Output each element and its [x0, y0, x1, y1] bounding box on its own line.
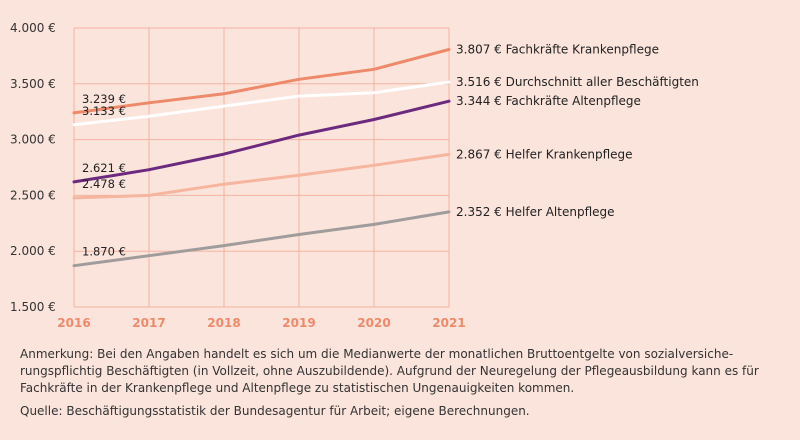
series-end-label: 2.867 € Helfer Krankenpflege: [456, 147, 633, 161]
x-tick-label: 2019: [282, 316, 315, 330]
series-start-label: 1.870 €: [82, 245, 126, 259]
source-text: Quelle: Beschäftigungsstatistik der Bund…: [20, 404, 530, 418]
series-line: [72, 48, 451, 115]
series-start-label: 2.478 €: [82, 177, 126, 191]
series-line: [72, 99, 451, 184]
series-end-label: 3.807 € Fachkräfte Krankenpflege: [456, 43, 659, 57]
series-start-label: 2.621 €: [82, 161, 126, 175]
x-tick-label: 2018: [207, 316, 240, 330]
chart-grid: [73, 27, 450, 308]
series-lines: [72, 48, 451, 268]
y-axis: 1.500 € 2.000 € 2.500 € 3.000 € 3.500 € 4.000…: [10, 21, 56, 314]
x-tick-label: 2016: [57, 316, 90, 330]
series-labels: 3.239 € 3.807 € Fachkräfte Krankenpflege 3…: [82, 43, 699, 259]
series-line: [72, 80, 451, 127]
x-tick-label: 2020: [357, 316, 390, 330]
series-line: [72, 152, 451, 200]
series-end-label: 3.344 € Fachkräfte Altenpflege: [456, 94, 641, 108]
series-start-label: 3.239 €: [82, 92, 126, 106]
x-tick-label: 2017: [132, 316, 165, 330]
annotation-text: Anmerkung: Bei den Angaben handelt es si…: [20, 347, 759, 395]
chart-notes: Anmerkung: Bei den Angaben handelt es si…: [20, 346, 780, 420]
y-tick-label: 3.500 €: [10, 77, 56, 91]
x-axis: 2016 2017 2018 2019 2020 2021: [57, 316, 465, 330]
x-tick-label: 2021: [432, 316, 465, 330]
series-end-label: 3.516 € Durchschnitt aller Beschäftigten: [456, 75, 699, 89]
y-tick-label: 2.000 €: [10, 244, 56, 258]
y-tick-label: 3.000 €: [10, 133, 56, 147]
series-line: [72, 210, 451, 268]
y-tick-label: 2.500 €: [10, 188, 56, 202]
series-end-label: 2.352 € Helfer Altenpflege: [456, 205, 615, 219]
y-tick-label: 1.500 €: [10, 300, 56, 314]
series-start-label: 3.133 €: [82, 104, 126, 118]
y-tick-label: 4.000 €: [10, 21, 56, 35]
line-chart: 1.500 € 2.000 € 2.500 € 3.000 € 3.500 € 4.000…: [10, 21, 699, 330]
